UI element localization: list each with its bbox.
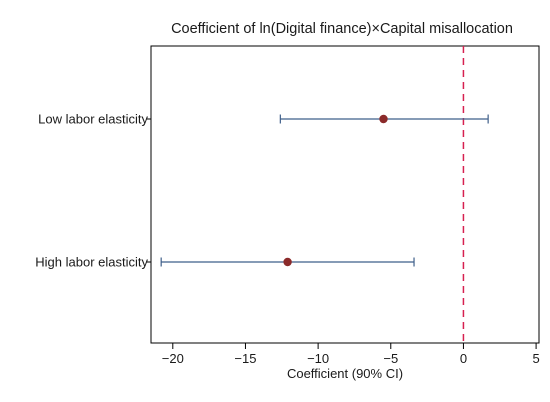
x-tick-label: −5 [383,351,398,366]
plot-frame [150,45,540,344]
estimate-point [283,257,292,267]
category-labels: Low labor elasticity High labor elasticit… [35,112,151,270]
category-label: Low labor elasticity [38,112,148,127]
x-tick-label: 0 [460,351,467,366]
estimate-point [379,114,388,124]
coefficient-points [160,114,489,267]
x-tick-label: −20 [162,351,184,366]
x-tick-label: 5 [532,351,539,366]
x-tick-label: −10 [307,351,329,366]
x-axis-label: Coefficient (90% CI) [287,366,403,381]
chart-title: Coefficient of ln(Digital finance)×Capit… [171,21,513,37]
x-tick-label: −15 [234,351,256,366]
x-axis-ticks: −20 −15 −10 −5 0 5 [162,343,540,366]
category-label: High labor elasticity [35,255,148,270]
